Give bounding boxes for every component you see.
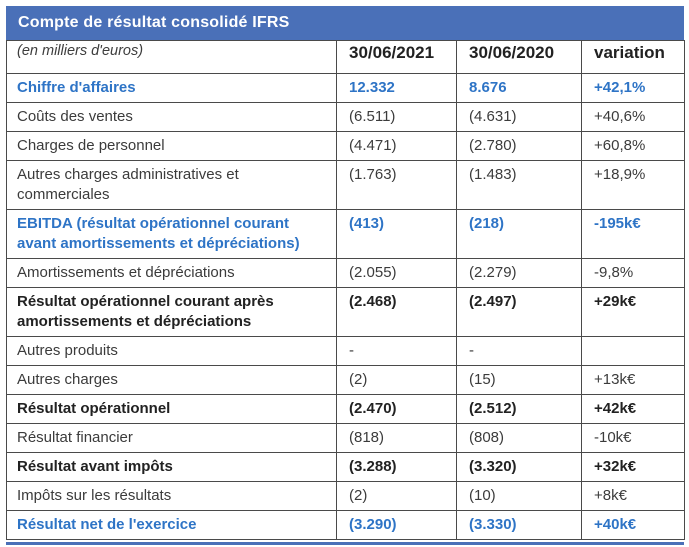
value-2020: (2.780)	[456, 131, 582, 161]
variation-value: -9,8%	[581, 258, 685, 288]
variation-value: +40k€	[581, 510, 685, 540]
value-2021: (2.468)	[336, 287, 457, 337]
variation-value: +32k€	[581, 452, 685, 482]
value-2021: (6.511)	[336, 102, 457, 132]
value-2020: (808)	[456, 423, 582, 453]
variation-value: +8k€	[581, 481, 685, 511]
value-2020: (2.512)	[456, 394, 582, 424]
variation-value: +40,6%	[581, 102, 685, 132]
table-row: Impôts sur les résultats (2) (10) +8k€	[6, 481, 685, 511]
value-2021: (3.290)	[336, 510, 457, 540]
value-2021: (1.763)	[336, 160, 457, 210]
value-2021: -	[336, 336, 457, 366]
value-2020: (10)	[456, 481, 582, 511]
value-2020: (2.497)	[456, 287, 582, 337]
value-2021: (3.288)	[336, 452, 457, 482]
value-2020: (1.483)	[456, 160, 582, 210]
table-row: Résultat net de l'exercice (3.290) (3.330)…	[6, 510, 685, 540]
variation-value: +29k€	[581, 287, 685, 337]
table-row: Autres charges (2) (15) +13k€	[6, 365, 685, 395]
row-label: Impôts sur les résultats	[6, 481, 337, 511]
column-header-variation: variation	[581, 40, 685, 74]
table-body: Chiffre d'affaires 12.332 8.676 +42,1% Coûts…	[6, 73, 685, 540]
row-label: EBITDA (résultat opérationnel courant av…	[6, 209, 337, 259]
row-label: Autres produits	[6, 336, 337, 366]
table-title: Compte de résultat consolidé IFRS	[18, 14, 290, 31]
table-row: Résultat opérationnel courant après amor…	[6, 287, 685, 337]
variation-value: +60,8%	[581, 131, 685, 161]
column-header-2021: 30/06/2021	[336, 40, 457, 74]
value-2021: (2.470)	[336, 394, 457, 424]
table-row: Résultat opérationnel (2.470) (2.512) +42k€	[6, 394, 685, 424]
table-row: Chiffre d'affaires 12.332 8.676 +42,1%	[6, 73, 685, 103]
bottom-accent-rule	[6, 542, 684, 545]
value-2020: (3.330)	[456, 510, 582, 540]
table-row: Résultat avant impôts (3.288) (3.320) +32k€	[6, 452, 685, 482]
variation-value: -10k€	[581, 423, 685, 453]
value-2021: (4.471)	[336, 131, 457, 161]
column-header-row: (en milliers d'euros) 30/06/2021 30/06/2…	[6, 40, 685, 74]
row-label: Résultat avant impôts	[6, 452, 337, 482]
table-row: Amortissements et dépréciations (2.055) (2…	[6, 258, 685, 288]
row-label: Autres charges administratives et commer…	[6, 160, 337, 210]
value-2020: (2.279)	[456, 258, 582, 288]
variation-value: -195k€	[581, 209, 685, 259]
table-row: Charges de personnel (4.471) (2.780) +60,8%	[6, 131, 685, 161]
row-label: Chiffre d'affaires	[6, 73, 337, 103]
column-header-2020: 30/06/2020	[456, 40, 582, 74]
unit-header: (en milliers d'euros)	[6, 40, 337, 74]
value-2020: (218)	[456, 209, 582, 259]
value-2021: (2.055)	[336, 258, 457, 288]
value-2020: 8.676	[456, 73, 582, 103]
value-2021: (2)	[336, 481, 457, 511]
value-2021: 12.332	[336, 73, 457, 103]
income-statement-table: (en milliers d'euros) 30/06/2021 30/06/2…	[6, 40, 685, 540]
row-label: Résultat financier	[6, 423, 337, 453]
value-2021: (413)	[336, 209, 457, 259]
value-2021: (818)	[336, 423, 457, 453]
variation-value: +42k€	[581, 394, 685, 424]
variation-value: +13k€	[581, 365, 685, 395]
table-row: EBITDA (résultat opérationnel courant av…	[6, 209, 685, 259]
row-label: Résultat net de l'exercice	[6, 510, 337, 540]
variation-value	[581, 336, 685, 366]
value-2020: (3.320)	[456, 452, 582, 482]
table-row: Résultat financier (818) (808) -10k€	[6, 423, 685, 453]
table-title-bar: Compte de résultat consolidé IFRS	[6, 6, 684, 40]
value-2020: (15)	[456, 365, 582, 395]
variation-value: +42,1%	[581, 73, 685, 103]
row-label: Coûts des ventes	[6, 102, 337, 132]
table-row: Autres produits - -	[6, 336, 685, 366]
row-label: Charges de personnel	[6, 131, 337, 161]
table-row: Autres charges administratives et commer…	[6, 160, 685, 210]
variation-value: +18,9%	[581, 160, 685, 210]
value-2020: -	[456, 336, 582, 366]
row-label: Amortissements et dépréciations	[6, 258, 337, 288]
value-2021: (2)	[336, 365, 457, 395]
row-label: Autres charges	[6, 365, 337, 395]
value-2020: (4.631)	[456, 102, 582, 132]
row-label: Résultat opérationnel	[6, 394, 337, 424]
table-row: Coûts des ventes (6.511) (4.631) +40,6%	[6, 102, 685, 132]
row-label: Résultat opérationnel courant après amor…	[6, 287, 337, 337]
